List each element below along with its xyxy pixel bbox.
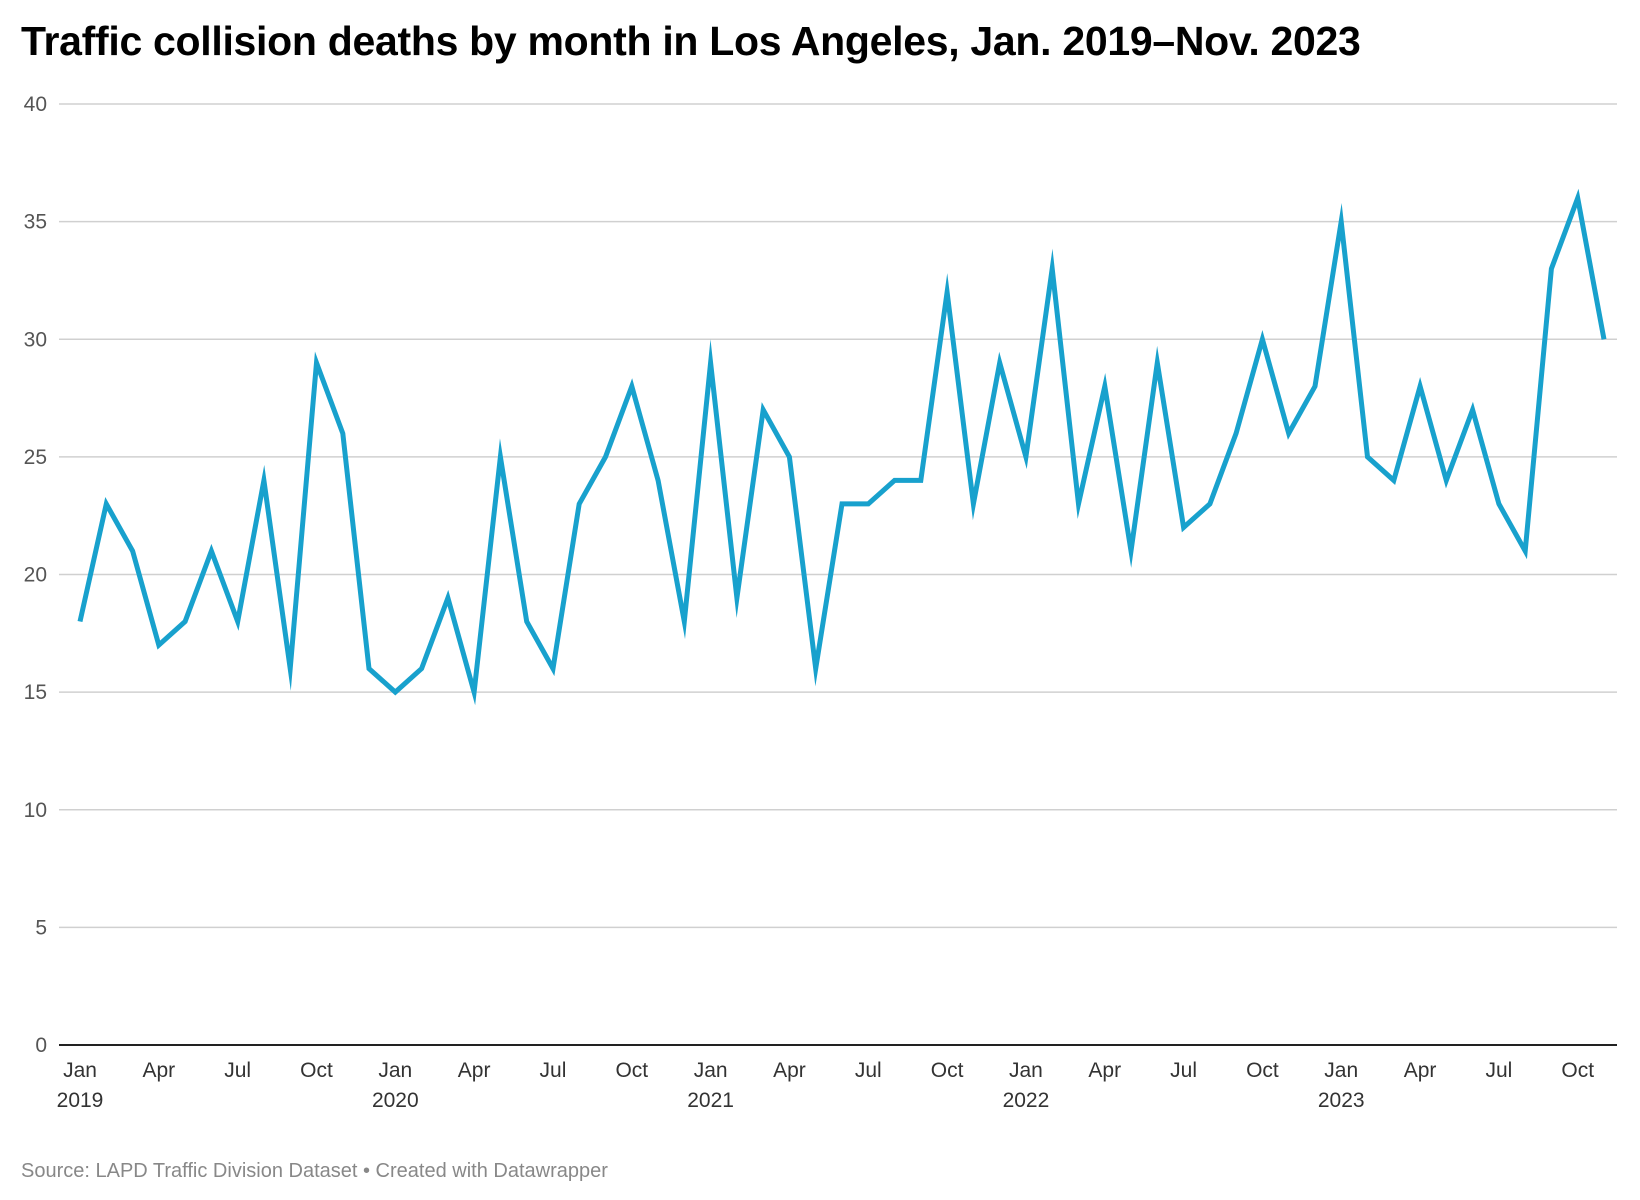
x-tick-label: Apr <box>1404 1059 1437 1082</box>
x-tick-label: Apr <box>142 1059 175 1082</box>
y-tick-label: 0 <box>35 1034 47 1057</box>
x-tick-label: Oct <box>300 1059 333 1082</box>
series-lines <box>77 188 1607 706</box>
x-tick-year-label: 2020 <box>372 1089 419 1112</box>
series-line <box>77 188 1607 706</box>
x-tick-label: Jan <box>1009 1059 1043 1082</box>
x-tick-label: Jan <box>1324 1059 1358 1082</box>
x-tick-label: Jul <box>855 1059 882 1082</box>
y-tick-label: 15 <box>24 681 47 704</box>
y-tick-label: 5 <box>35 916 47 939</box>
y-tick-label: 20 <box>24 564 47 587</box>
x-tick-label: Jul <box>1485 1059 1512 1082</box>
x-axis-ticks: Jan 2019 Apr Jul Oct Jan 2020 Apr Jul Oct Jan 2021 A… <box>57 1059 1595 1112</box>
x-tick-label: Jan <box>63 1059 97 1082</box>
x-tick-year-label: 2023 <box>1318 1089 1365 1112</box>
x-tick-label: Oct <box>1561 1059 1594 1082</box>
x-tick-label: Jul <box>540 1059 567 1082</box>
y-tick-label: 30 <box>24 328 47 351</box>
x-tick-label: Jan <box>694 1059 728 1082</box>
x-tick-label: Oct <box>931 1059 964 1082</box>
y-tick-label: 10 <box>24 799 47 822</box>
x-tick-label: Jan <box>378 1059 412 1082</box>
gridlines <box>59 103 1617 929</box>
y-axis-ticks: 0 5 10 15 20 25 30 35 40 <box>24 93 47 1057</box>
y-tick-label: 40 <box>24 93 47 116</box>
x-tick-label: Apr <box>1088 1059 1121 1082</box>
x-tick-label: Oct <box>1246 1059 1279 1082</box>
line-chart: 0 5 10 15 20 25 30 35 40 Jan 2019 Apr Jul Oct Jan 2020… <box>24 93 1617 1112</box>
y-tick-label: 25 <box>24 446 47 469</box>
x-tick-label: Oct <box>615 1059 648 1082</box>
x-tick-year-label: 2021 <box>687 1089 734 1112</box>
chart-title: Traffic collision deaths by month in Los… <box>21 18 1361 64</box>
x-tick-label: Jul <box>224 1059 251 1082</box>
x-tick-label: Apr <box>773 1059 806 1082</box>
x-tick-label: Apr <box>458 1059 491 1082</box>
x-tick-year-label: 2022 <box>1003 1089 1050 1112</box>
source-note: Source: LAPD Traffic Division Dataset • … <box>21 1160 608 1182</box>
x-tick-year-label: 2019 <box>57 1089 104 1112</box>
x-tick-label: Jul <box>1170 1059 1197 1082</box>
y-tick-label: 35 <box>24 211 47 234</box>
